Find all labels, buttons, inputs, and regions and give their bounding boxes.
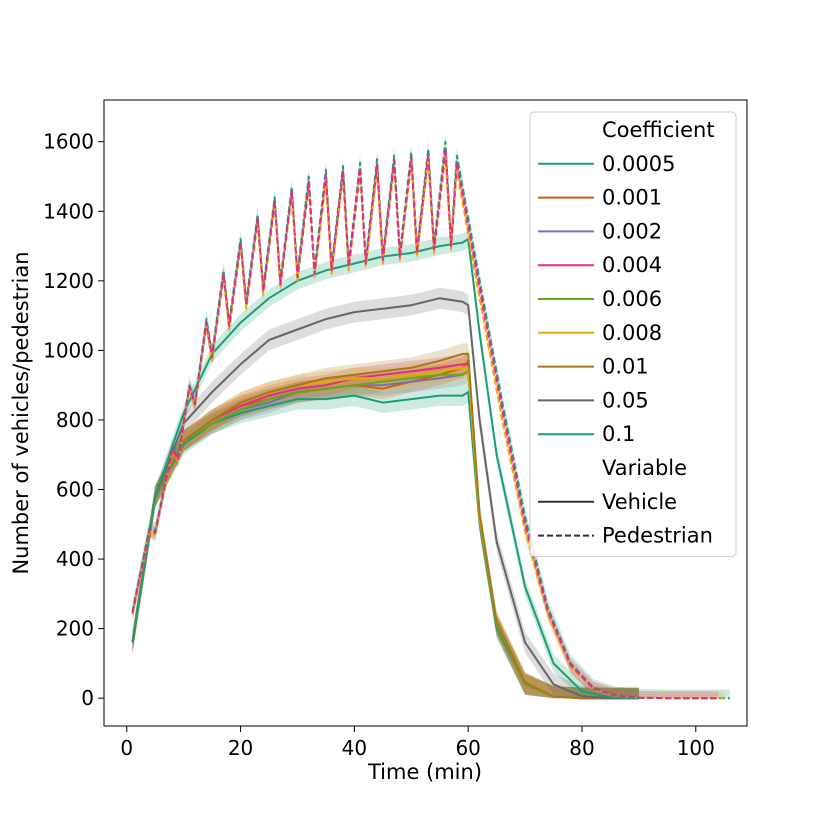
y-axis-title: Number of vehicles/pedestrian — [9, 251, 33, 574]
legend-label: Coefficient — [602, 118, 715, 142]
series-line — [131, 297, 639, 700]
series-line — [131, 238, 639, 700]
y-axis: 0 200 400 600 800 1000 1200 1400 1600 — [43, 130, 104, 710]
y-tick-label: 1200 — [43, 269, 94, 293]
series-line — [131, 147, 719, 700]
x-tick-label: 80 — [569, 736, 594, 760]
series-lines — [131, 140, 730, 700]
x-tick-label: 40 — [342, 736, 367, 760]
y-tick-label: 800 — [56, 408, 94, 432]
y-tick-label: 400 — [56, 547, 94, 571]
legend: Coefficient 0.0005 0.001 0.002 0.004 0.006 0.0… — [529, 111, 737, 557]
x-axis: 0 20 40 60 80 100 — [120, 726, 715, 760]
legend-label: Variable — [602, 456, 687, 480]
y-tick-label: 1000 — [43, 338, 94, 362]
series-line — [131, 154, 725, 700]
x-tick-label: 100 — [677, 736, 715, 760]
y-tick-label: 1400 — [43, 199, 94, 223]
legend-label: 0.1 — [602, 422, 635, 446]
x-axis-title: Time (min) — [367, 760, 482, 784]
x-tick-label: 20 — [228, 736, 253, 760]
y-tick-label: 200 — [56, 617, 94, 641]
x-tick-label: 60 — [455, 736, 480, 760]
legend-label: 0.002 — [602, 219, 662, 243]
legend-box — [529, 111, 737, 557]
y-tick-label: 1600 — [43, 130, 94, 154]
legend-label: 0.05 — [602, 388, 649, 412]
y-tick-label: 600 — [56, 478, 94, 502]
legend-label: Vehicle — [602, 490, 677, 514]
legend-label: 0.001 — [602, 186, 662, 210]
legend-label: Pedestrian — [602, 524, 713, 548]
legend-label: 0.006 — [602, 287, 662, 311]
series-line — [131, 352, 639, 700]
legend-label: 0.0005 — [602, 152, 675, 176]
legend-label: 0.01 — [602, 355, 649, 379]
legend-label: 0.004 — [602, 253, 662, 277]
x-tick-label: 0 — [120, 736, 133, 760]
legend-label: 0.008 — [602, 321, 662, 345]
y-tick-label: 0 — [81, 686, 94, 710]
plot-frame — [103, 99, 748, 727]
